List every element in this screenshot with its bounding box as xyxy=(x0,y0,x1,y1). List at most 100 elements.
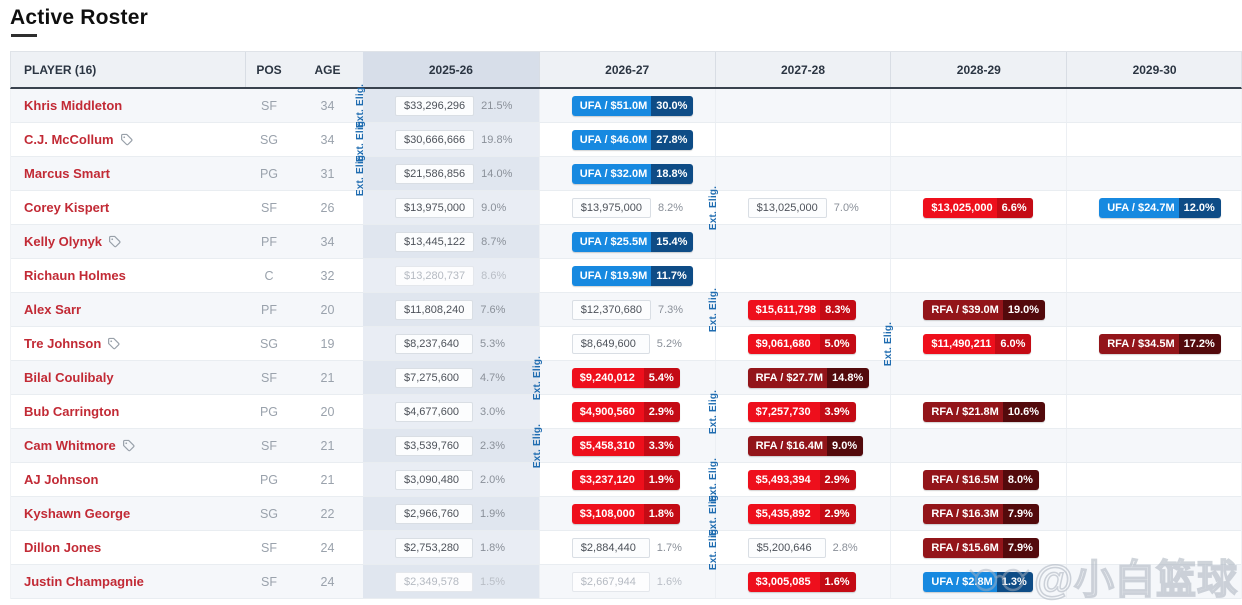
salary-value: $2,753,280 1.8% xyxy=(395,537,505,558)
player-cell: Justin Champagnie xyxy=(11,565,246,598)
salary-cell: UFA / $46.0M 27.8% xyxy=(538,123,715,156)
salary-value: $13,975,000 9.0% xyxy=(395,197,506,218)
salary-cell xyxy=(890,225,1066,258)
salary-cell: Ext. Elig. $11,490,211 6.0% xyxy=(883,321,1066,366)
player-link[interactable]: Bub Carrington xyxy=(24,404,120,419)
badge-label: RFA / $15.6M xyxy=(923,537,1003,558)
player-position: SF xyxy=(261,370,277,385)
player-link[interactable]: Bilal Coulibaly xyxy=(24,370,114,385)
salary-cell: $13,975,000 9.0% xyxy=(363,191,539,224)
ufa-badge: UFA / $25.5M 15.4% xyxy=(571,231,694,252)
salary-amount-box: $13,975,000 xyxy=(395,197,475,218)
player-link[interactable]: Marcus Smart xyxy=(24,166,110,181)
rfa-badge: RFA / $21.8M 10.6% xyxy=(923,401,1046,422)
salary-amount-box: $2,349,578 xyxy=(395,571,473,592)
player-link[interactable]: Richaun Holmes xyxy=(24,268,126,283)
badge-label: UFA / $19.9M xyxy=(571,265,652,286)
player-link[interactable]: Khris Middleton xyxy=(24,98,123,113)
player-link[interactable]: Justin Champagnie xyxy=(24,574,144,589)
player-age: 34 xyxy=(320,132,335,147)
badge-percent: 10.6% xyxy=(1002,401,1046,422)
col-header-year-2027-28[interactable]: 2027-28 xyxy=(714,52,891,87)
badge-percent: 12.0% xyxy=(1178,197,1221,218)
badge-label: RFA / $21.8M xyxy=(923,401,1003,422)
badge-percent: 1.3% xyxy=(996,571,1033,592)
salary-cell: $3,005,085 1.6% xyxy=(714,565,891,598)
player-link[interactable]: Kelly Olynyk xyxy=(24,234,103,249)
rfa-badge: RFA / $16.5M 8.0% xyxy=(923,469,1039,490)
col-header-year-2029-30[interactable]: 2029-30 xyxy=(1066,52,1242,87)
table-row: Corey Kispert SF 26 $13,975,000 9.0% $13,975,… xyxy=(11,185,1241,230)
player-link[interactable]: Kyshawn George xyxy=(24,506,131,521)
player-age: 21 xyxy=(320,472,335,487)
salary-cell: Ext. Elig. $7,257,730 3.9% xyxy=(708,389,891,434)
badge-label: $5,458,310 xyxy=(571,435,644,456)
table-row: Cam Whitmore SF 21 $3,539,760 2.3% Ext. Elig.… xyxy=(11,423,1241,468)
cap-percent: 7.3% xyxy=(657,303,684,316)
extension-eligible-label: Ext. Elig. xyxy=(531,355,543,400)
cap-hold-badge: $3,005,085 1.6% xyxy=(747,571,856,592)
col-header-year-2026-27[interactable]: 2026-27 xyxy=(538,52,715,87)
salary-cell: $3,108,000 1.8% xyxy=(538,497,715,530)
player-cell: Alex Sarr xyxy=(11,293,246,326)
cap-percent: 7.6% xyxy=(480,303,506,316)
salary-value: $8,237,640 5.3% xyxy=(395,333,505,354)
cap-hold-badge: $3,237,120 1.9% xyxy=(571,469,680,490)
player-cell: Kyshawn George xyxy=(11,497,246,530)
col-header-pos[interactable]: POS xyxy=(256,62,282,77)
title-underline xyxy=(11,34,37,37)
ufa-badge: UFA / $2.8M 1.3% xyxy=(923,571,1033,592)
player-age: 20 xyxy=(320,404,335,419)
player-cell: Khris Middleton xyxy=(11,89,246,122)
player-age: 22 xyxy=(320,506,335,521)
badge-label: UFA / $25.5M xyxy=(571,231,652,252)
player-link[interactable]: C.J. McCollum xyxy=(24,132,114,147)
col-header-year-2028-29[interactable]: 2028-29 xyxy=(890,52,1066,87)
salary-cell: $8,237,640 5.3% xyxy=(363,327,539,360)
player-link[interactable]: AJ Johnson xyxy=(24,472,99,487)
salary-cell: $2,349,578 1.5% xyxy=(363,565,539,598)
salary-value: $13,975,000 8.2% xyxy=(571,197,683,218)
player-link[interactable]: Cam Whitmore xyxy=(24,438,116,453)
salary-cell: $7,275,600 4.7% xyxy=(363,361,539,394)
salary-cell: $13,280,737 8.6% xyxy=(363,259,539,292)
salary-amount-box: $2,966,760 xyxy=(395,503,473,524)
col-header-year-2025-26[interactable]: 2025-26 xyxy=(363,52,539,87)
salary-cell xyxy=(1066,395,1242,428)
col-header-player[interactable]: PLAYER (16) xyxy=(11,52,246,87)
player-position: SF xyxy=(261,438,277,453)
table-row: Tre Johnson SG 19 $8,237,640 5.3% $8,649,600 5… xyxy=(11,321,1241,366)
ufa-badge: UFA / $32.0M 18.8% xyxy=(571,163,694,184)
extension-eligible-label: Ext. Elig. xyxy=(355,151,366,196)
table-row: Alex Sarr PF 20 $11,808,240 7.6% $12,370,680 7… xyxy=(11,287,1241,332)
salary-cell xyxy=(1066,157,1242,190)
salary-amount-box: $12,370,680 xyxy=(571,299,651,320)
salary-cell xyxy=(1066,225,1242,258)
rfa-badge: RFA / $15.6M 7.9% xyxy=(923,537,1039,558)
salary-amount-box: $3,539,760 xyxy=(395,435,473,456)
salary-cell: $13,025,000 6.6% xyxy=(890,191,1066,224)
player-age: 21 xyxy=(320,370,335,385)
salary-value: $3,090,480 2.0% xyxy=(395,469,505,490)
salary-cell: $2,753,280 1.8% xyxy=(363,531,539,564)
player-link[interactable]: Corey Kispert xyxy=(24,200,110,215)
player-link[interactable]: Alex Sarr xyxy=(24,302,82,317)
salary-amount-box: $2,667,944 xyxy=(571,571,650,592)
player-link[interactable]: Dillon Jones xyxy=(24,540,102,555)
cap-percent: 8.7% xyxy=(481,235,507,248)
cap-percent: 5.2% xyxy=(656,337,682,350)
salary-cell: $2,966,760 1.9% xyxy=(363,497,539,530)
salary-cell: $4,677,600 3.0% xyxy=(363,395,539,428)
player-cell: AJ Johnson xyxy=(11,463,246,496)
player-position: PF xyxy=(261,302,277,317)
salary-cell: Ext. Elig. $13,025,000 7.0% xyxy=(708,185,891,229)
salary-cell: $11,808,240 7.6% xyxy=(363,293,539,326)
badge-percent: 17.2% xyxy=(1178,333,1221,354)
salary-cell xyxy=(890,429,1066,462)
salary-cell xyxy=(714,123,891,156)
rfa-badge: RFA / $16.3M 7.9% xyxy=(923,503,1039,524)
salary-value: $2,966,760 1.9% xyxy=(395,503,505,524)
badge-label: $3,237,120 xyxy=(571,469,644,490)
player-link[interactable]: Tre Johnson xyxy=(24,336,102,351)
col-header-age[interactable]: AGE xyxy=(314,62,341,77)
